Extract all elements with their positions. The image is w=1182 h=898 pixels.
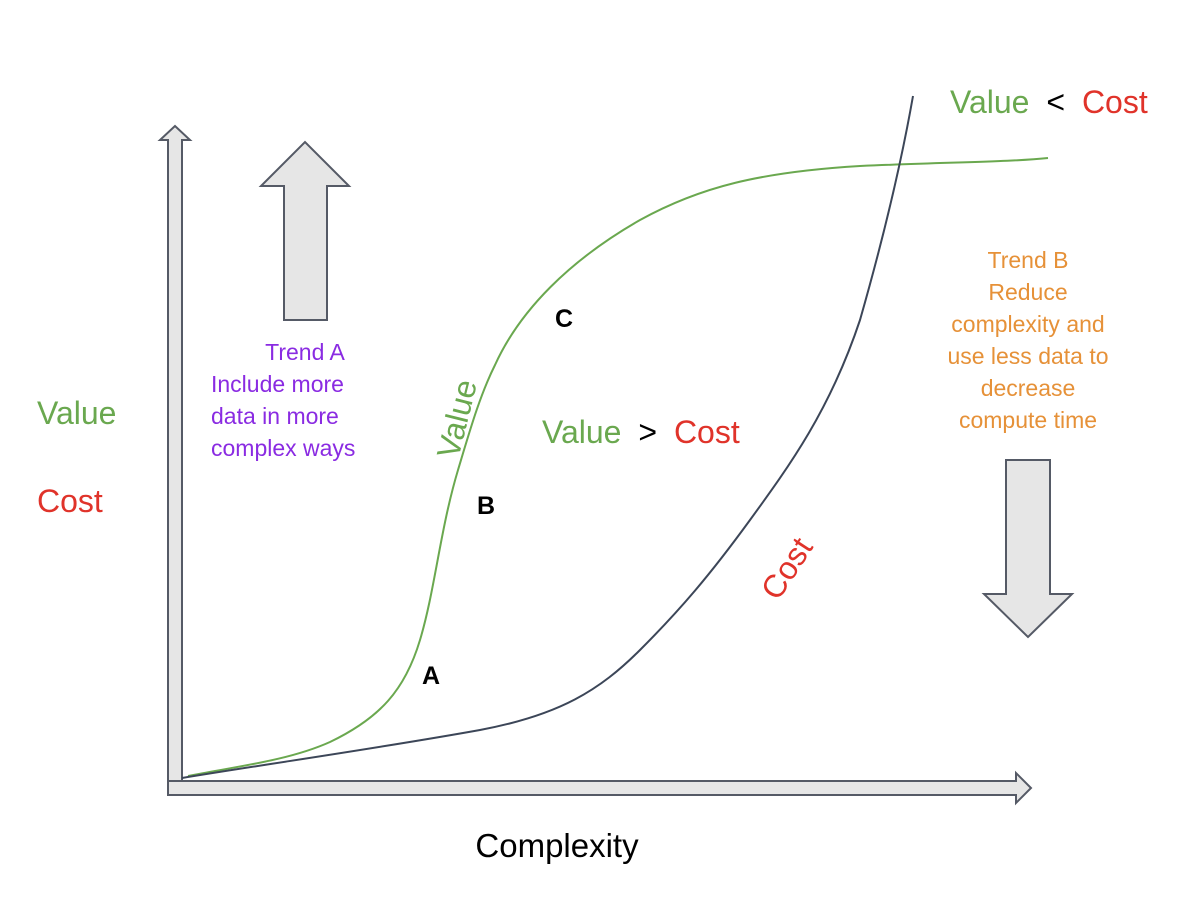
top-value: Value bbox=[950, 84, 1029, 120]
y-label-value: Value bbox=[37, 395, 116, 431]
trend-b-line-2: Reduce bbox=[988, 279, 1067, 305]
trend-a-line-1: Trend A bbox=[265, 339, 345, 365]
trend-b-text: Trend B Reduce complexity and use less d… bbox=[947, 247, 1108, 433]
cost-curve bbox=[181, 95, 914, 779]
mid-cost: Cost bbox=[674, 414, 740, 450]
point-a-label: A bbox=[422, 662, 440, 690]
trend-a-line-3: data in more bbox=[211, 403, 339, 429]
value-curve bbox=[187, 157, 1049, 777]
top-op: < bbox=[1046, 84, 1065, 120]
trend-b-down-arrow-icon bbox=[981, 459, 1075, 639]
trend-b-line-3: complexity and bbox=[951, 311, 1104, 337]
point-c-label: C bbox=[555, 305, 573, 333]
value-less-than-cost: Value < Cost bbox=[950, 84, 1148, 120]
trend-a-up-arrow-icon bbox=[258, 140, 352, 321]
mid-op: > bbox=[638, 414, 657, 450]
value-greater-than-cost: Value > Cost bbox=[542, 414, 740, 450]
trend-a-line-4: complex ways bbox=[211, 435, 355, 461]
trend-a-text: Trend A Include more data in more comple… bbox=[211, 339, 355, 461]
trend-a-line-2: Include more bbox=[211, 371, 344, 397]
value-curve-label: Value bbox=[430, 376, 484, 462]
trend-b-line-1: Trend B bbox=[988, 247, 1069, 273]
x-label-complexity: Complexity bbox=[475, 827, 639, 864]
top-cost: Cost bbox=[1082, 84, 1148, 120]
point-b-label: B bbox=[477, 492, 495, 520]
x-axis-arrow bbox=[167, 770, 1033, 806]
mid-value: Value bbox=[542, 414, 621, 450]
cost-curve-label: Cost bbox=[754, 531, 820, 606]
trend-b-line-4: use less data to bbox=[947, 343, 1108, 369]
trend-b-line-6: compute time bbox=[959, 407, 1097, 433]
y-label-cost: Cost bbox=[37, 483, 103, 519]
trend-b-line-5: decrease bbox=[981, 375, 1076, 401]
y-axis-arrow bbox=[157, 124, 193, 796]
